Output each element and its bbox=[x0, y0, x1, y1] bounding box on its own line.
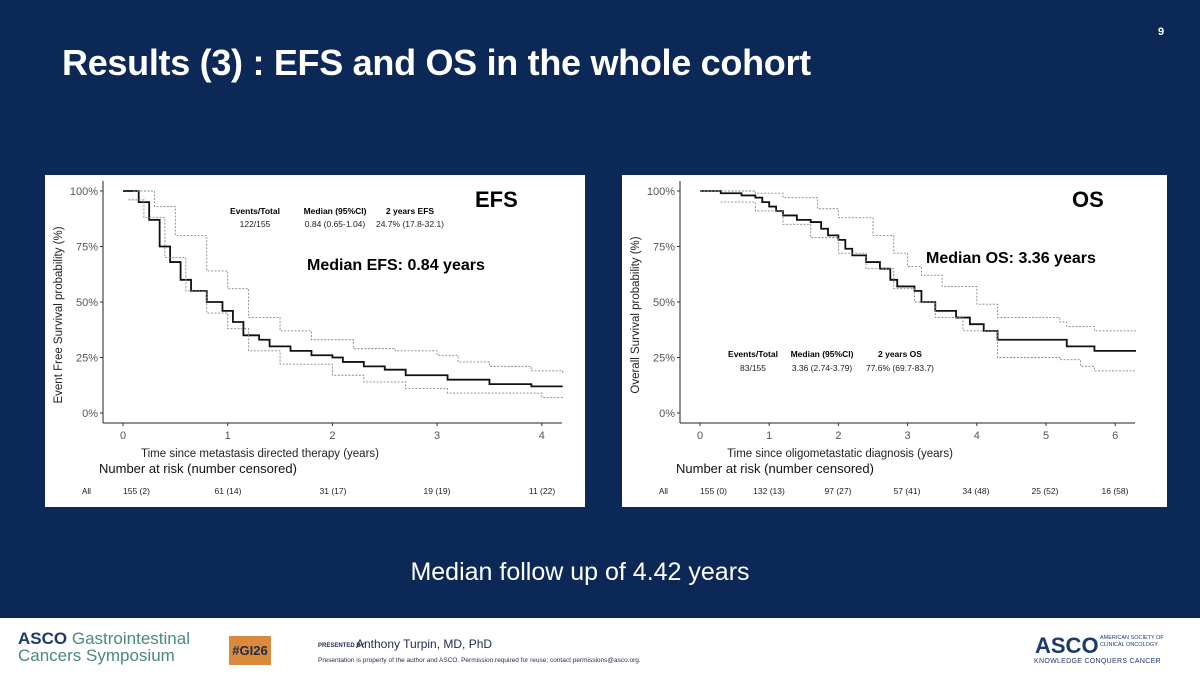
stats-value: 122/155 bbox=[240, 219, 271, 229]
stats-header: 2 years EFS bbox=[386, 206, 435, 216]
risk-table-title: Number at risk (number censored) bbox=[676, 461, 874, 476]
footer: ASCO Gastrointestinal Cancers Symposium bbox=[0, 618, 1200, 673]
disclaimer: Presentation is property of the author a… bbox=[318, 657, 641, 664]
efs-chart-panel: EFS Median EFS: 0.84 years Time since me… bbox=[45, 175, 585, 507]
lower-ci-curve bbox=[128, 199, 563, 398]
y-tick-label: 50% bbox=[76, 297, 98, 309]
lower-ci-curve bbox=[720, 201, 1136, 372]
y-tick-label: 75% bbox=[653, 242, 675, 254]
risk-group-label: All bbox=[659, 487, 668, 496]
stats-value: 24.7% (17.8-32.1) bbox=[376, 219, 444, 229]
y-tick-label: 0% bbox=[659, 408, 675, 420]
risk-table-title: Number at risk (number censored) bbox=[99, 461, 297, 476]
y-tick-label: 100% bbox=[647, 186, 675, 198]
presenter-name: Anthony Turpin, MD, PhD bbox=[356, 637, 493, 651]
stats-value: 0.84 (0.65-1.04) bbox=[305, 219, 366, 229]
x-tick-label: 1 bbox=[225, 430, 231, 442]
risk-table-cell: 132 (13) bbox=[753, 486, 785, 496]
x-tick-label: 3 bbox=[434, 430, 440, 442]
x-tick-label: 4 bbox=[539, 430, 545, 442]
asco-logo-subtitle: AMERICAN SOCIETY OF CLINICAL ONCOLOGY bbox=[1100, 635, 1164, 648]
asco-logo: ASCO bbox=[1035, 633, 1099, 658]
stats-value: 3.36 (2.74-3.79) bbox=[792, 363, 853, 373]
x-tick-label: 2 bbox=[329, 430, 335, 442]
x-axis-label: Time since oligometastatic diagnosis (ye… bbox=[727, 448, 953, 460]
logo-gi-text: Gastrointestinal bbox=[71, 629, 190, 648]
asco-tagline: KNOWLEDGE CONQUERS CANCER bbox=[1034, 658, 1161, 665]
x-tick-label: 4 bbox=[974, 430, 980, 442]
x-tick-label: 2 bbox=[835, 430, 841, 442]
presented-by-label: PRESENTED BY: bbox=[318, 643, 367, 649]
page-number: 9 bbox=[1158, 26, 1165, 38]
risk-group-label: All bbox=[82, 487, 91, 496]
risk-table-cell: 57 (41) bbox=[894, 486, 921, 496]
risk-table-cell: 155 (0) bbox=[700, 486, 727, 496]
risk-table-cell: 11 (22) bbox=[529, 486, 555, 496]
x-tick-label: 5 bbox=[1043, 430, 1049, 442]
upper-ci-curve bbox=[700, 190, 1136, 332]
x-tick-label: 0 bbox=[120, 430, 126, 442]
upper-ci-curve bbox=[133, 190, 564, 374]
slide-title: Results (3) : EFS and OS in the whole co… bbox=[62, 42, 811, 83]
risk-table-cell: 16 (58) bbox=[1102, 486, 1129, 496]
symposium-logo: ASCO Gastrointestinal Cancers Symposium bbox=[18, 630, 190, 664]
stats-header: Events/Total bbox=[728, 349, 778, 359]
risk-table-cell: 25 (52) bbox=[1032, 486, 1059, 496]
y-tick-label: 50% bbox=[653, 297, 675, 309]
risk-table-cell: 31 (17) bbox=[320, 486, 347, 496]
y-axis-label: Event Free Survival probability (%) bbox=[53, 226, 65, 403]
chart-label: OS bbox=[1072, 187, 1104, 212]
chart-label: EFS bbox=[475, 187, 518, 212]
efs-chart: EFS Median EFS: 0.84 years Time since me… bbox=[53, 181, 564, 496]
risk-table-cell: 34 (48) bbox=[963, 486, 990, 496]
logo-asco-text: ASCO bbox=[18, 629, 68, 648]
stats-header: Median (95%CI) bbox=[791, 349, 854, 359]
stats-value: 77.6% (69.7-83.7) bbox=[866, 363, 934, 373]
survival-curve bbox=[700, 190, 1136, 352]
x-tick-label: 0 bbox=[697, 430, 703, 442]
y-tick-label: 100% bbox=[70, 186, 98, 198]
hashtag-badge: #GI26 bbox=[229, 636, 271, 665]
x-tick-label: 1 bbox=[766, 430, 772, 442]
stats-header: Events/Total bbox=[230, 206, 280, 216]
median-annotation: Median OS: 3.36 years bbox=[926, 250, 1096, 267]
y-tick-label: 25% bbox=[76, 353, 98, 365]
stats-value: 83/155 bbox=[740, 363, 766, 373]
x-tick-label: 3 bbox=[905, 430, 911, 442]
risk-table-cell: 155 (2) bbox=[123, 486, 150, 496]
survival-curve bbox=[123, 190, 563, 388]
median-annotation: Median EFS: 0.84 years bbox=[307, 257, 485, 274]
os-chart: OS Median OS: 3.36 years Time since olig… bbox=[630, 181, 1136, 496]
risk-table-cell: 19 (19) bbox=[424, 486, 451, 496]
stats-header: 2 years OS bbox=[878, 349, 922, 359]
os-chart-panel: OS Median OS: 3.36 years Time since olig… bbox=[622, 175, 1167, 507]
y-tick-label: 75% bbox=[76, 242, 98, 254]
stats-header: Median (95%CI) bbox=[304, 206, 367, 216]
y-axis-label: Overall Survival probability (%) bbox=[630, 236, 642, 393]
risk-table-cell: 61 (14) bbox=[215, 486, 242, 496]
logo-symposium-text: Cancers Symposium bbox=[18, 646, 175, 665]
x-axis-label: Time since metastasis directed therapy (… bbox=[141, 448, 379, 460]
x-tick-label: 6 bbox=[1112, 430, 1118, 442]
risk-table-cell: 97 (27) bbox=[825, 486, 852, 496]
median-followup-text: Median follow up of 4.42 years bbox=[410, 558, 750, 586]
y-tick-label: 25% bbox=[653, 353, 675, 365]
y-tick-label: 0% bbox=[82, 408, 98, 420]
